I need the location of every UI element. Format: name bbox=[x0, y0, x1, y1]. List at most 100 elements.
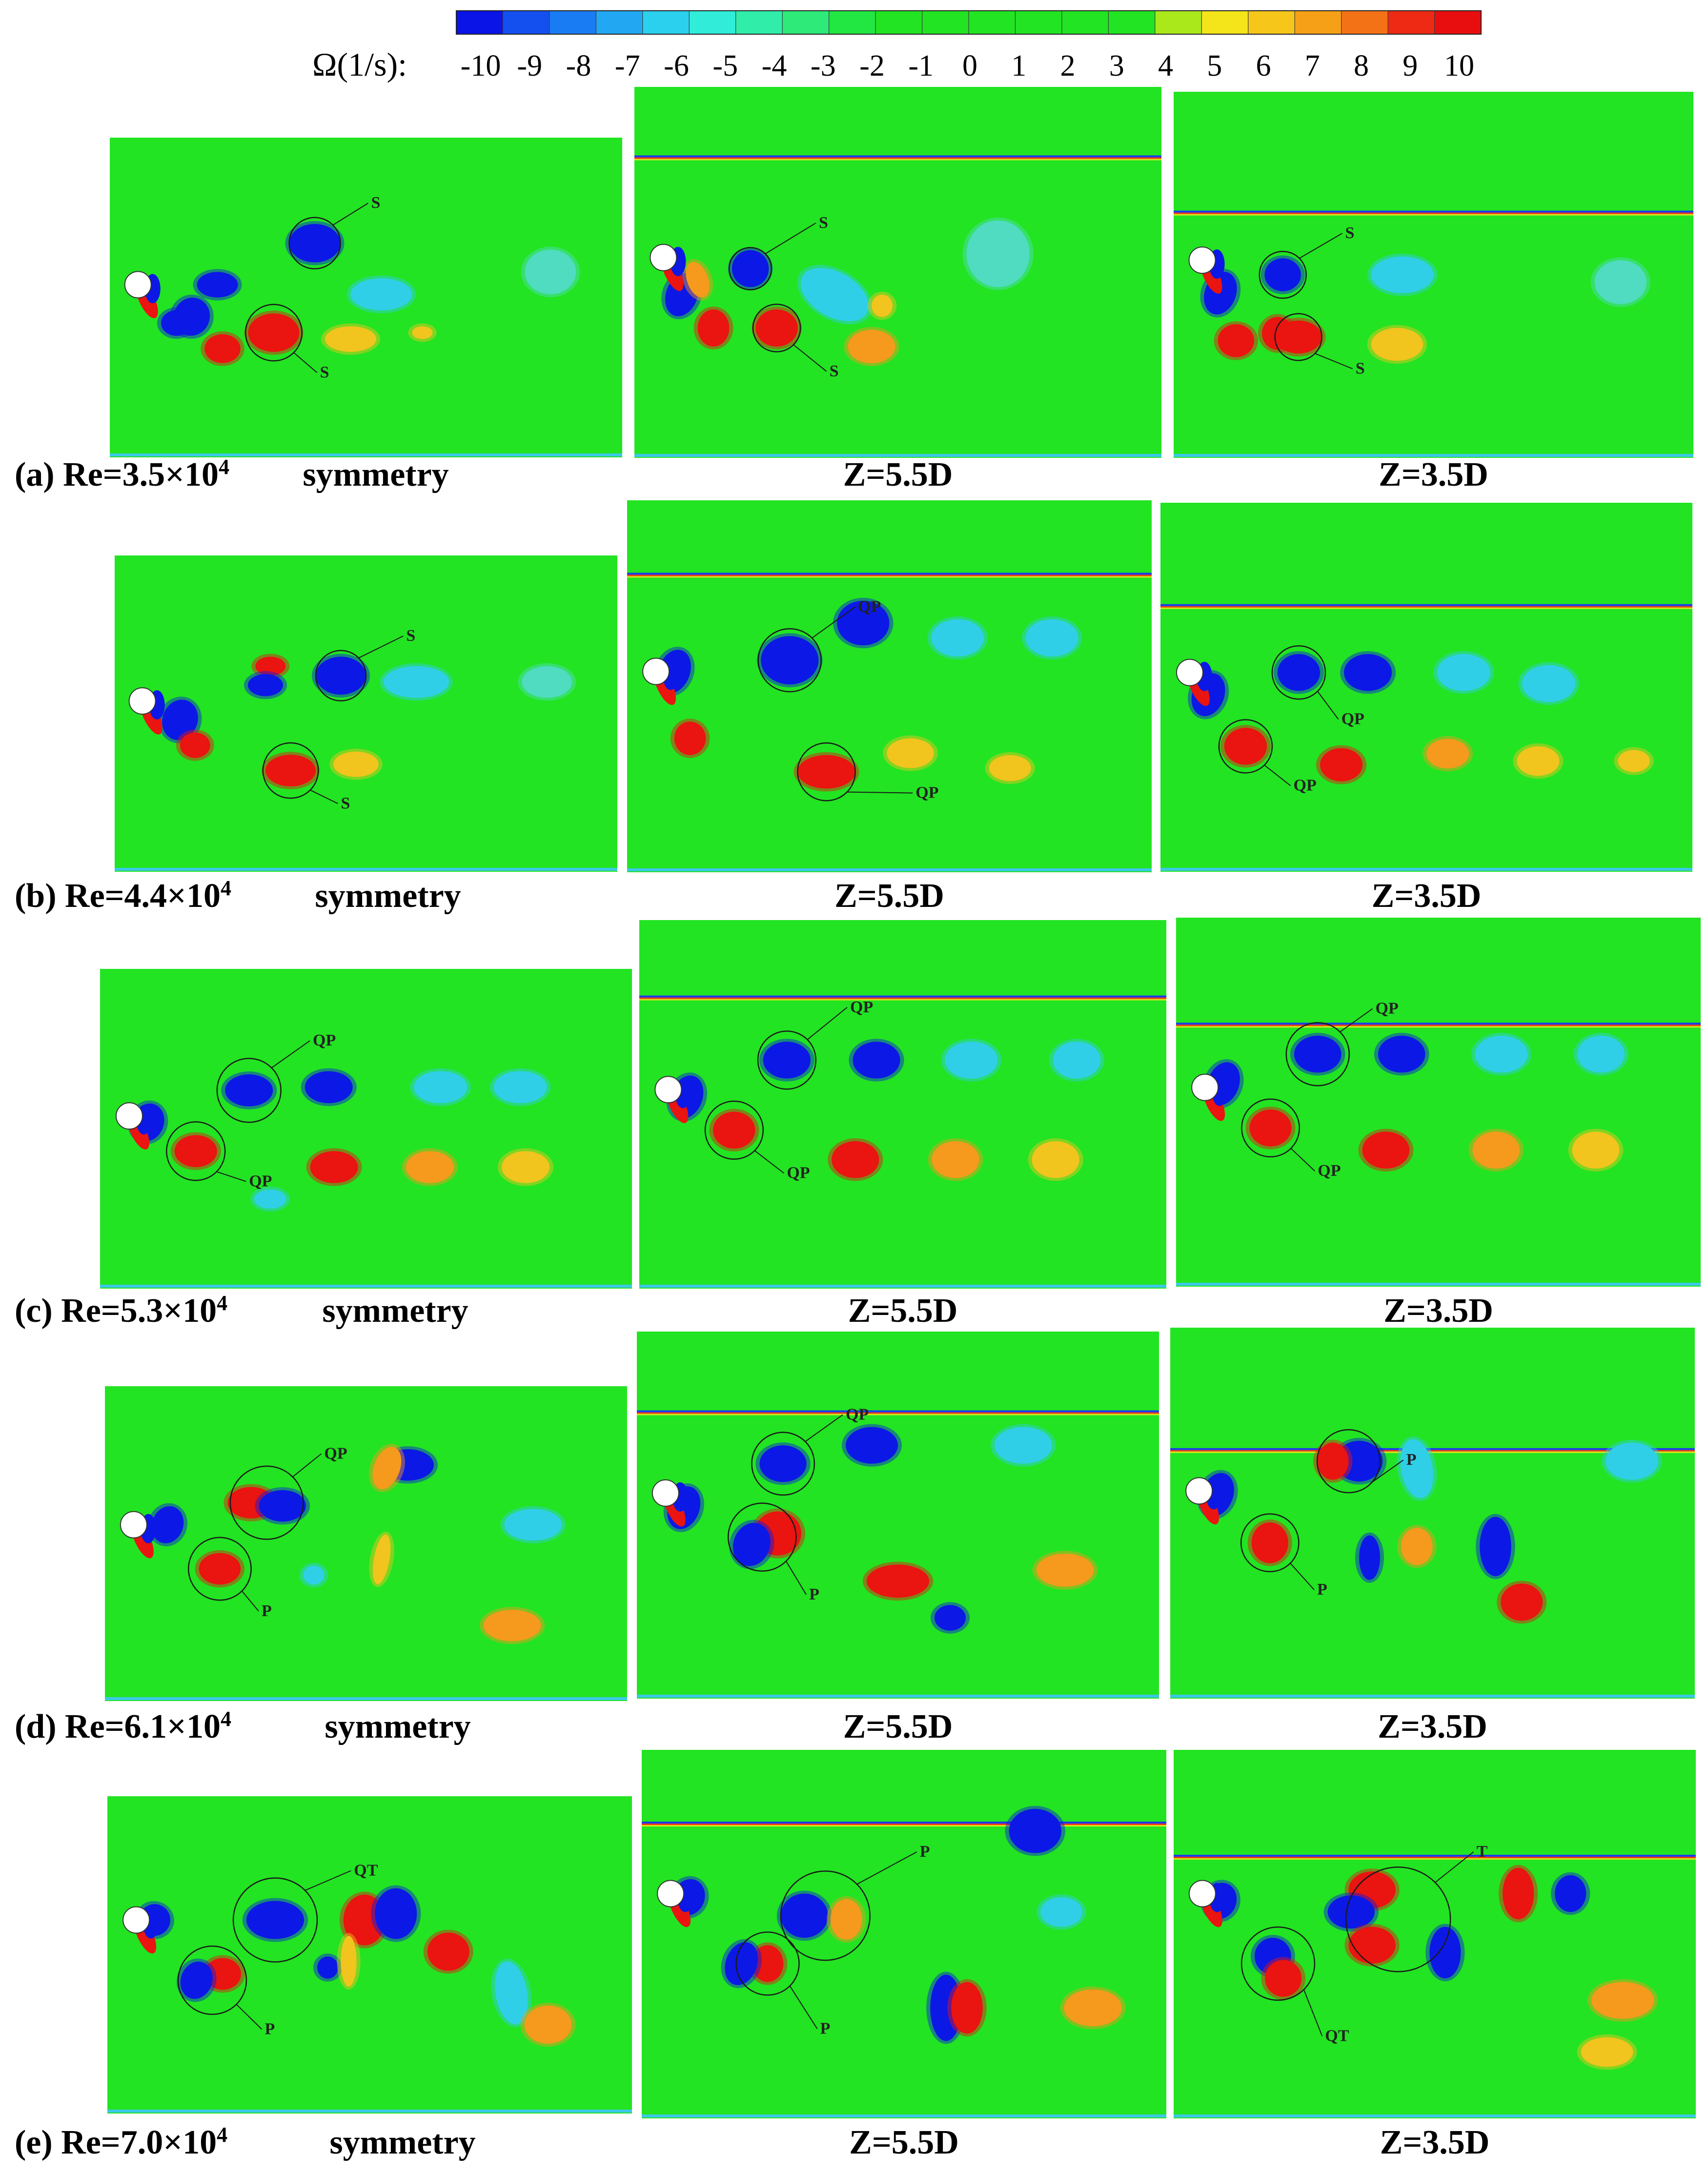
vortex-marker-circle bbox=[1345, 1867, 1451, 1972]
shear-layer-yellow bbox=[637, 1414, 1159, 1416]
vortex bbox=[1480, 1517, 1511, 1577]
flow-field bbox=[1176, 918, 1701, 1287]
vortex bbox=[384, 666, 449, 698]
vortex bbox=[1522, 665, 1576, 702]
row-label: (b) Re=4.4×104 bbox=[15, 876, 231, 915]
vorticity-panel: SS bbox=[110, 138, 622, 457]
shear-layer-yellow bbox=[1170, 1451, 1695, 1453]
vortex bbox=[1426, 739, 1469, 769]
vortex bbox=[1362, 1131, 1410, 1169]
cylinder bbox=[1188, 1880, 1216, 1908]
panel-caption: Z=3.5D bbox=[1380, 2124, 1490, 2161]
vortex-mode-label: P bbox=[1406, 1451, 1417, 1469]
colorbar-band bbox=[875, 11, 923, 34]
vortex bbox=[174, 1135, 217, 1168]
vortex bbox=[343, 1894, 386, 1946]
vorticity-panel: SS bbox=[634, 87, 1161, 458]
colorbar-band bbox=[1434, 11, 1482, 34]
vortex bbox=[1327, 1895, 1375, 1929]
vortex bbox=[853, 1042, 900, 1079]
vortex bbox=[303, 1565, 325, 1585]
vortex bbox=[495, 1961, 528, 2025]
vortex bbox=[1371, 256, 1434, 293]
vortex bbox=[934, 1605, 966, 1631]
vortex-marker-circle bbox=[735, 1931, 800, 1996]
colorbar-ticks: -10 -9 -8 -7 -6 -5 -4 -3 -2 -1 0 1 2 3 4 5 6 7 8 9 10 bbox=[461, 49, 1474, 82]
vortex bbox=[259, 1490, 306, 1522]
vortex-leader-line bbox=[304, 1870, 351, 1891]
colorbar-tick-label: 0 bbox=[962, 49, 977, 82]
row-label-exponent: 4 bbox=[217, 2123, 227, 2147]
colorbar-tick-label: -10 bbox=[461, 49, 501, 82]
vortex-marker-circle bbox=[797, 742, 856, 801]
vortex-leader-line bbox=[1290, 1148, 1315, 1171]
vortex bbox=[414, 1071, 468, 1104]
vortex bbox=[966, 220, 1030, 287]
shear-layer-red bbox=[639, 997, 1166, 999]
vortex bbox=[180, 1961, 213, 1999]
row-label-exponent: 4 bbox=[217, 1291, 227, 1315]
vortex-mode-label: S bbox=[830, 362, 839, 380]
flow-field bbox=[637, 1332, 1159, 1699]
vortex-mode-label: P bbox=[1317, 1580, 1327, 1599]
vortex-leader-line bbox=[856, 1851, 917, 1885]
cylinder bbox=[1185, 1477, 1213, 1505]
shear-layer-red bbox=[634, 157, 1161, 159]
flow-field bbox=[627, 500, 1152, 872]
shear-layer-red bbox=[1160, 606, 1692, 608]
vortex-mode-label: QP bbox=[1318, 1162, 1341, 1180]
vortex-mode-label: P bbox=[262, 1602, 272, 1620]
vortex-marker-circle bbox=[315, 650, 367, 701]
vortex-marker-circle bbox=[1218, 719, 1273, 774]
vortex-mode-label: S bbox=[1345, 224, 1354, 242]
vortex bbox=[310, 1151, 358, 1183]
row-label-text: (b) Re=4.4×10 bbox=[15, 877, 221, 915]
colorbar-tick-label: 4 bbox=[1158, 49, 1173, 82]
vortex-mode-label: QT bbox=[354, 1862, 378, 1880]
vorticity-panel: QP QP bbox=[100, 969, 632, 1289]
vortex bbox=[1591, 1982, 1654, 2019]
cylinder bbox=[1176, 658, 1203, 686]
colorbar-tick-label: 1 bbox=[1011, 49, 1026, 82]
vortex-marker-circle bbox=[245, 304, 303, 362]
row-label-text: (c) Re=5.3×10 bbox=[15, 1292, 217, 1330]
flow-field bbox=[1170, 1328, 1695, 1699]
vortex-marker-circle bbox=[229, 1465, 304, 1540]
panel-caption: symmetry bbox=[315, 877, 461, 915]
vortex bbox=[1572, 1131, 1620, 1169]
flow-field bbox=[639, 920, 1166, 1289]
vortex bbox=[204, 334, 241, 363]
vortex bbox=[316, 657, 366, 695]
vortex-leader-line bbox=[1434, 1851, 1474, 1884]
colorbar-band bbox=[456, 11, 503, 34]
colorbar-title: Ω(1/s): bbox=[312, 46, 407, 83]
bottom-wall bbox=[107, 2110, 632, 2113]
vortex-mode-label: QP bbox=[858, 598, 881, 616]
bottom-wall bbox=[627, 868, 1152, 871]
vortex-leader-line bbox=[807, 1006, 848, 1041]
vortex bbox=[305, 1071, 353, 1104]
vortex bbox=[930, 1974, 962, 2041]
shear-layer-blue bbox=[642, 1822, 1166, 1824]
colorbar-band bbox=[735, 11, 783, 34]
cylinder bbox=[124, 271, 152, 299]
cylinder bbox=[1191, 1073, 1219, 1101]
vortex bbox=[887, 738, 934, 768]
bottom-wall bbox=[1174, 2114, 1696, 2117]
vortex bbox=[686, 262, 710, 298]
vortex bbox=[325, 326, 376, 352]
shear-layer-yellow bbox=[1174, 214, 1693, 216]
vortex-marker-circle bbox=[780, 1870, 871, 1961]
shear-layer-blue bbox=[1170, 1448, 1695, 1450]
row-label: (d) Re=6.1×104 bbox=[15, 1707, 231, 1746]
vortex-marker-circle bbox=[288, 217, 341, 269]
panel-caption: Z=3.5D bbox=[1383, 1292, 1493, 1330]
cylinder bbox=[115, 1102, 143, 1130]
shear-layer-red bbox=[1176, 1025, 1701, 1026]
vortex-leader-line bbox=[811, 606, 855, 639]
vortex-mode-label: QP bbox=[1376, 1000, 1399, 1018]
vortex-mode-label: P bbox=[265, 2020, 275, 2038]
colorbar-band bbox=[549, 11, 596, 34]
vortex bbox=[1429, 1927, 1461, 1979]
vortex bbox=[1317, 1442, 1349, 1480]
